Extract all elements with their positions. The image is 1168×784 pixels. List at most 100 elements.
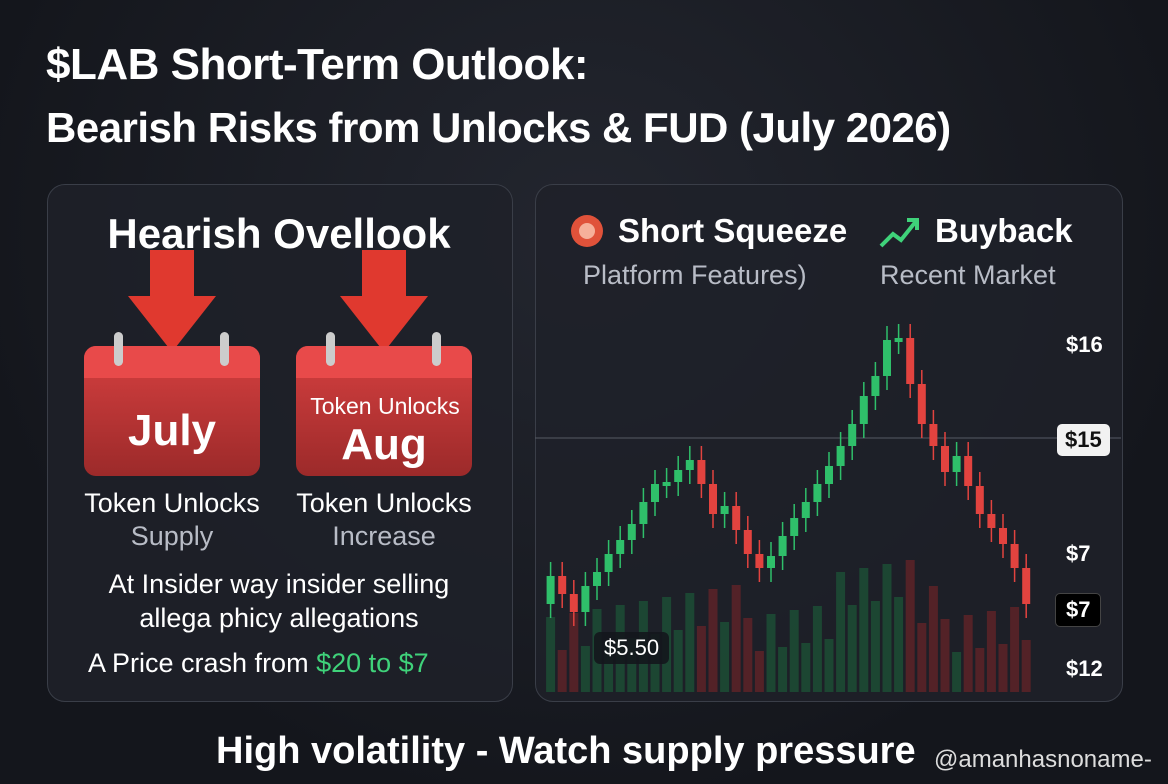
volume-bar <box>870 601 880 692</box>
volume-bar <box>847 605 857 692</box>
volume-bar <box>557 650 567 692</box>
volume-bar <box>812 606 822 692</box>
candle-body <box>697 460 706 484</box>
candle-body <box>569 594 578 612</box>
volume-bar <box>917 623 927 692</box>
volume-bar <box>894 597 904 692</box>
volume-bar <box>963 615 973 692</box>
title: $LAB Short-Term Outlook: <box>46 40 589 89</box>
candle-body <box>732 506 741 530</box>
buyback-icon <box>879 218 919 248</box>
price-label: $16 <box>1066 332 1103 357</box>
volume-bar <box>743 618 753 692</box>
arrow-icon <box>128 250 216 352</box>
volume-bar <box>627 638 637 692</box>
volume-bar <box>569 613 579 692</box>
badge-subtitle: Recent Market <box>880 260 1056 290</box>
calendar-label: Token Unlocks <box>296 488 472 518</box>
candle-body <box>883 340 891 376</box>
footer: High volatility - Watch supply pressure <box>216 730 916 772</box>
volume-bar <box>986 611 996 692</box>
candle-body <box>651 484 659 502</box>
watermark: @amanhasnoname- <box>934 746 1152 773</box>
volume-bar <box>882 564 892 692</box>
calendar-label: Token Unlocks <box>84 488 260 518</box>
volume-bar <box>952 652 962 692</box>
volume-bar <box>836 572 846 692</box>
volume-bar <box>731 585 741 692</box>
candle-body <box>546 576 555 604</box>
candlestick-illustration <box>535 215 1121 692</box>
volume-bar <box>778 647 788 692</box>
volume-bar <box>940 619 950 692</box>
candle-body <box>917 384 926 424</box>
candle-body <box>941 446 949 472</box>
volume-bar <box>859 568 869 692</box>
candle-body <box>627 524 636 540</box>
price-label: $12 <box>1066 656 1103 681</box>
volume-bar <box>824 639 834 692</box>
calendar-sublabel: Increase <box>332 521 436 551</box>
volume-bar <box>696 626 706 692</box>
badge-title: Short Squeeze <box>618 212 848 249</box>
candle-body <box>593 572 601 586</box>
volume-bar <box>546 617 556 692</box>
candle-body <box>906 338 915 384</box>
candle-body <box>836 446 845 466</box>
candle-body <box>825 466 833 484</box>
volume-bar <box>975 648 985 692</box>
candle-body <box>604 554 613 572</box>
candle-body <box>813 484 822 502</box>
candle-body <box>767 556 775 568</box>
candle-body <box>685 460 694 470</box>
candle-body <box>964 456 973 486</box>
panel-heading: Hearish Ovellook <box>107 210 451 257</box>
volume-bar <box>673 630 683 692</box>
volume-bar <box>685 593 695 692</box>
candle-body <box>662 482 671 486</box>
candle-body <box>720 506 729 514</box>
calendar-month: Aug <box>341 420 427 469</box>
volume-bar <box>998 644 1008 692</box>
candle-body <box>674 470 683 482</box>
volume-bar <box>801 643 811 692</box>
insider-text: At Insider way insider selling <box>108 569 450 599</box>
insider-text: allega phicy allegations <box>139 603 419 633</box>
squeeze-icon <box>579 223 595 239</box>
candle-body <box>639 502 648 524</box>
candle-body <box>999 528 1007 544</box>
buyback-icon <box>907 218 919 230</box>
volume-bar <box>604 642 614 692</box>
calendar-icon <box>296 332 472 476</box>
candle-body <box>871 376 880 396</box>
badge-subtitle: Platform Features) <box>583 260 807 290</box>
crash-highlight: $20 to $7 <box>316 648 429 678</box>
volume-bar <box>766 614 776 692</box>
candle-body <box>778 536 787 556</box>
volume-bar <box>905 560 915 692</box>
price-label: $15 <box>1057 424 1110 456</box>
crash-prefix: A Price crash from <box>88 648 309 678</box>
calendar-sublabel: Supply <box>130 521 214 551</box>
candle-body <box>894 338 903 342</box>
candle-body <box>581 586 590 612</box>
candle-body <box>848 424 857 446</box>
volume-bar <box>1021 640 1031 692</box>
candle-body <box>929 424 938 446</box>
volume-bar <box>789 610 799 692</box>
volume-bar <box>754 651 764 692</box>
candle-body <box>1022 568 1031 604</box>
volume-bar <box>928 586 938 692</box>
price-label: $7 <box>1055 593 1102 627</box>
volume-bar <box>720 622 730 692</box>
crash-text: A Price crash from $20 to $7 <box>88 648 429 679</box>
candle-body <box>952 456 961 472</box>
calendar-month: July <box>127 406 217 455</box>
candle-body <box>1010 544 1019 568</box>
calendar-top: Token Unlocks <box>310 393 460 419</box>
candle-body <box>801 502 810 518</box>
badge-title: Buyback <box>935 212 1073 249</box>
candle-body <box>790 518 799 536</box>
candle-body <box>709 484 717 514</box>
